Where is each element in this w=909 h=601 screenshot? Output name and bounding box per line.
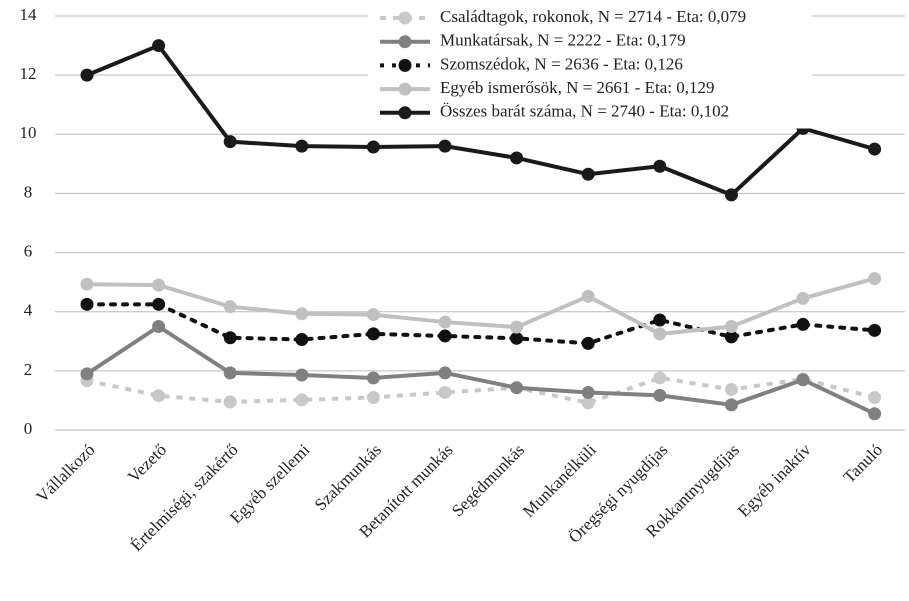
point: [510, 320, 524, 334]
point: [223, 135, 237, 149]
point: [152, 389, 166, 403]
series-line: [86, 276, 876, 336]
series-line: [86, 43, 876, 198]
point: [653, 313, 667, 327]
legend-label: Összes barát száma, N = 2740 - Eta: 0,10…: [440, 102, 729, 121]
y-tick-label: 2: [24, 360, 33, 379]
point: [438, 329, 452, 343]
series-line: [85, 324, 876, 416]
point: [223, 395, 237, 409]
y-tick-label: 10: [20, 123, 37, 142]
point: [581, 385, 595, 399]
point: [295, 307, 309, 321]
point: [366, 390, 380, 404]
y-tick-label: 4: [24, 301, 33, 320]
point: [724, 382, 738, 396]
legend-marker: [398, 82, 412, 96]
point: [223, 331, 237, 345]
point: [724, 188, 738, 202]
point: [152, 278, 166, 292]
legend-label: Szomszédok, N = 2636 - Eta: 0,126: [440, 54, 683, 73]
legend-marker: [398, 106, 412, 120]
point: [653, 327, 667, 341]
point: [438, 385, 452, 399]
legend-label: Munkatársak, N = 2222 - Eta: 0,179: [440, 31, 686, 50]
point: [581, 289, 595, 303]
legend-label: Egyéb ismerősök, N = 2661 - Eta: 0,129: [440, 78, 714, 97]
point: [295, 139, 309, 153]
x-tick-label: Vállalkozó: [32, 440, 98, 506]
point: [80, 277, 94, 291]
point: [653, 371, 667, 385]
x-tick-label: Vezető: [124, 440, 170, 486]
point: [438, 366, 452, 380]
y-tick-label: 14: [20, 5, 38, 24]
y-tick-label: 0: [24, 419, 33, 438]
y-tick-label: 6: [24, 241, 33, 260]
series-line: [86, 375, 876, 405]
point: [295, 368, 309, 382]
point: [295, 333, 309, 347]
point: [653, 388, 667, 402]
legend-box: [368, 6, 812, 129]
series-line: [85, 302, 877, 346]
point: [796, 291, 810, 305]
point: [223, 300, 237, 314]
point: [223, 366, 237, 380]
point: [80, 68, 94, 82]
point: [366, 308, 380, 322]
point: [868, 323, 882, 337]
point: [80, 297, 94, 311]
x-tick-label: Segédmunkás: [448, 440, 528, 520]
legend-label: Családtagok, rokonok, N = 2714 - Eta: 0,…: [440, 7, 746, 26]
legend-marker: [398, 11, 412, 25]
point: [868, 142, 882, 156]
point: [366, 327, 380, 341]
legend-marker: [398, 35, 412, 49]
point: [510, 331, 524, 345]
point: [510, 381, 524, 395]
x-tick-label: Munkanélküli: [519, 440, 600, 521]
y-tick-label: 12: [20, 64, 37, 83]
point: [581, 336, 595, 350]
point: [152, 320, 166, 333]
x-tick-label: Tanuló: [840, 440, 887, 487]
x-tick-label: Szakmunkás: [311, 440, 385, 514]
point: [653, 159, 667, 173]
point: [152, 297, 166, 311]
point: [152, 39, 166, 53]
point: [366, 371, 380, 385]
point: [581, 167, 595, 181]
point: [724, 320, 738, 333]
point: [80, 367, 94, 381]
point: [366, 140, 380, 154]
point: [796, 373, 810, 387]
point: [868, 390, 882, 404]
y-tick-label: 8: [24, 182, 33, 201]
point: [510, 151, 524, 165]
point: [295, 393, 309, 407]
point: [724, 398, 738, 412]
point: [438, 315, 452, 329]
point: [868, 407, 882, 421]
x-tick-label: Egyéb inaktív: [734, 440, 815, 521]
point: [868, 272, 882, 286]
point: [438, 139, 452, 153]
point: [581, 396, 595, 410]
point: [724, 330, 738, 344]
point: [796, 317, 810, 331]
legend-marker: [398, 58, 412, 72]
